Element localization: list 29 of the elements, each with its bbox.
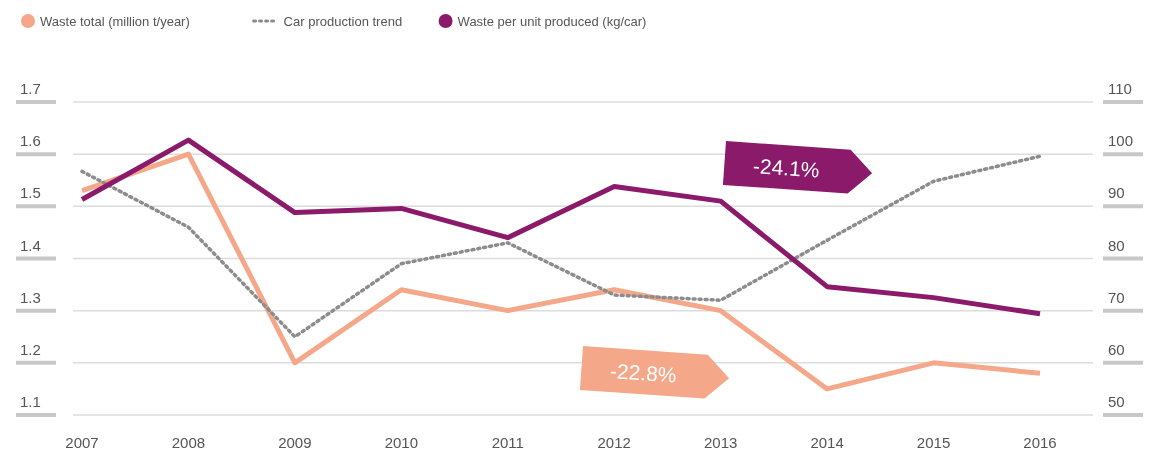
x-tick-label: 2011 <box>491 434 524 451</box>
y-tick-label: 1.1 <box>20 393 41 410</box>
y2-tick-label: 80 <box>1108 236 1125 254</box>
x-tick-label: 2013 <box>703 434 738 451</box>
y-tick-label: 1.5 <box>20 184 41 202</box>
y2-tick-label: 70 <box>1108 288 1125 306</box>
y2-tick-label: 100 <box>1108 132 1134 150</box>
annotation: -24.1% <box>752 153 821 182</box>
y2-tick-label: 60 <box>1108 340 1125 358</box>
x-tick-label: 2016 <box>1023 434 1057 451</box>
x-tick-label: 2014 <box>810 434 844 451</box>
y2-tick-label: 110 <box>1108 80 1132 97</box>
y-tick-label: 1.2 <box>20 340 41 358</box>
x-tick-label: 2007 <box>65 434 99 451</box>
x-tick-label: 2012 <box>597 434 631 451</box>
x-tick-label: 2008 <box>171 434 206 451</box>
legend-label: Car production trend <box>283 14 403 29</box>
y2-tick-label: 50 <box>1108 393 1125 410</box>
y-tick-label: 1.3 <box>20 288 41 306</box>
x-tick-label: 2009 <box>278 434 312 451</box>
y-tick-label: 1.7 <box>20 80 41 97</box>
legend-label: Waste total (million t/year) <box>40 14 190 29</box>
y-tick-label: 1.6 <box>20 132 41 150</box>
x-tick-label: 2010 <box>384 434 419 451</box>
y2-tick-label: 90 <box>1108 184 1125 202</box>
legend-label: Waste per unit produced (kg/car) <box>457 14 647 29</box>
x-tick-label: 2015 <box>916 434 951 451</box>
annotation: -22.8% <box>609 358 678 387</box>
y-tick-label: 1.4 <box>20 236 41 254</box>
